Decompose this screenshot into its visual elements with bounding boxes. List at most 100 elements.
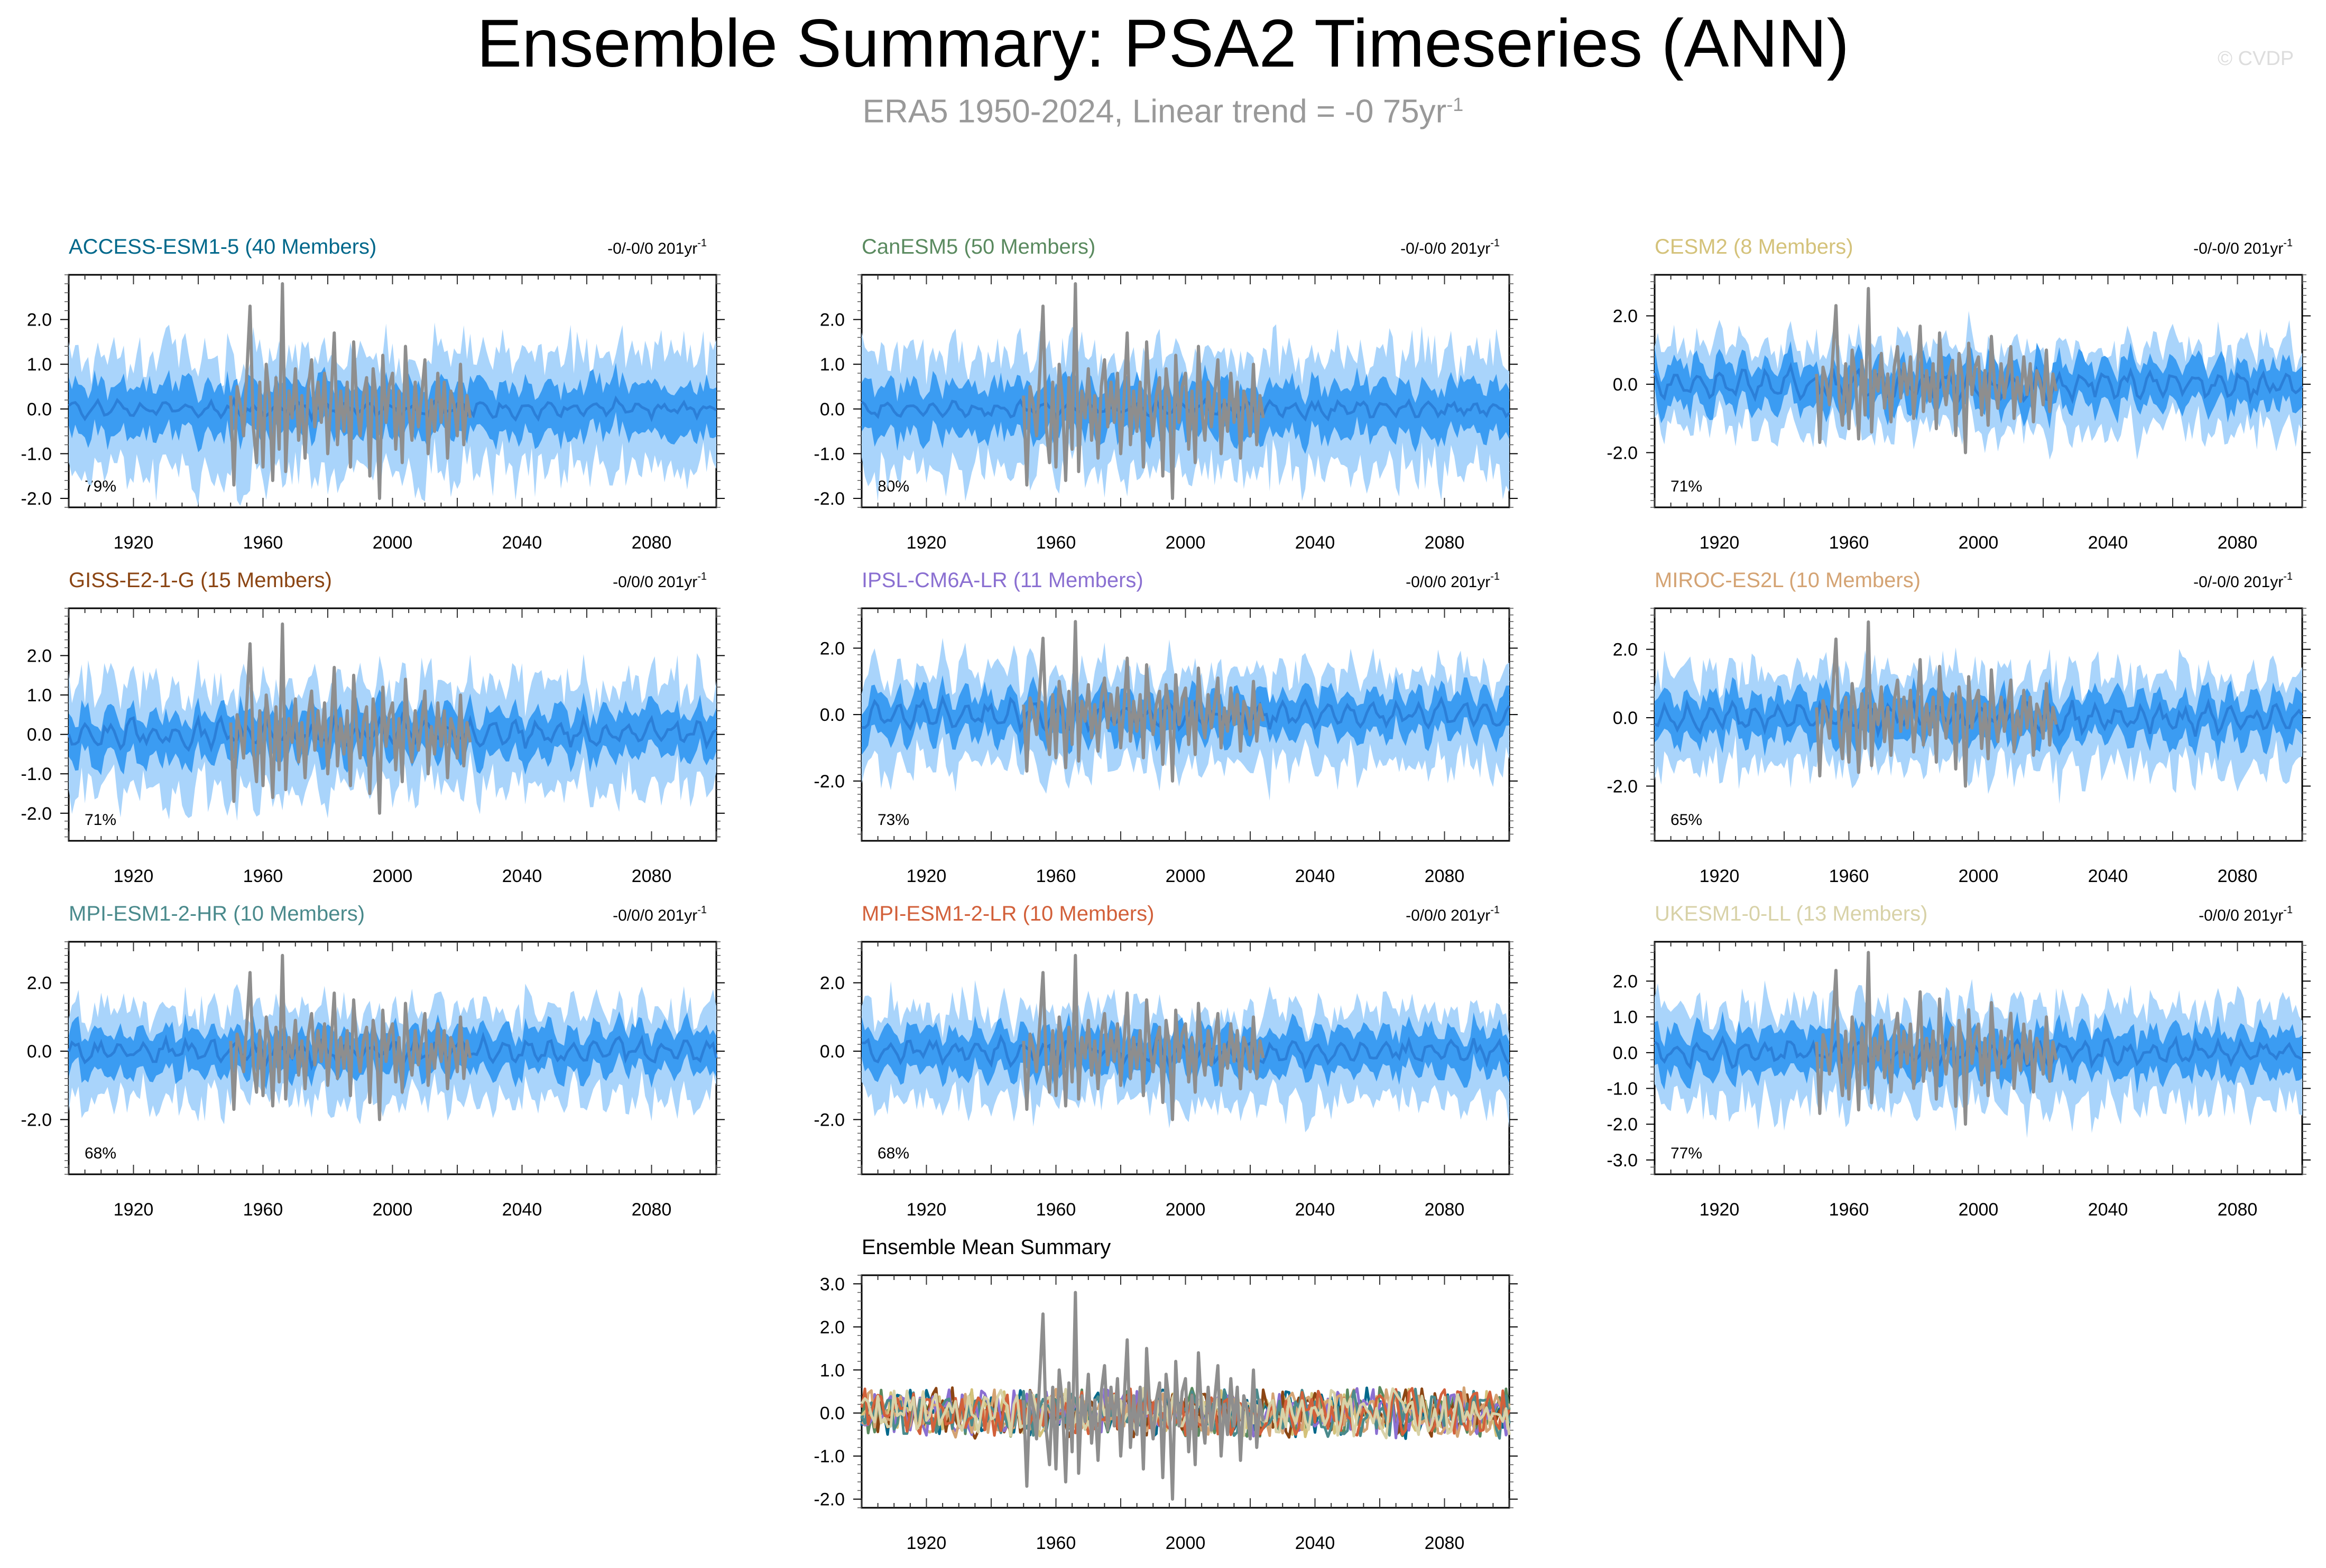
trend-text: -0/-0/0 201yr [2193, 240, 2283, 257]
trend-superscript: -1 [1490, 571, 1500, 582]
panel-title: MIROC-ES2L (10 Members) [1655, 569, 1921, 592]
x-tick-label: 2080 [2218, 1200, 2258, 1220]
y-tick-label: 0.0 [27, 400, 52, 420]
panel-canesm5: 1920 1960 2000 2040 2080 -2.0 -1.0 0.0 1.0 2.0 Can… [814, 235, 1518, 553]
y-tick-label: 1.0 [27, 685, 52, 706]
trend-label: -0/0/0 201yr-1 [613, 571, 707, 591]
y-tick-label: 2.0 [820, 638, 845, 658]
y-tick-label: 1.0 [820, 1360, 845, 1380]
x-tick-label: 2040 [2088, 866, 2128, 886]
x-tick-label: 2080 [2218, 866, 2258, 886]
trend-superscript: -1 [1490, 904, 1500, 916]
panel-access-esm1-5: 1920 1960 2000 2040 2080 -2.0 -1.0 0.0 1.0 2.0 ACC… [21, 235, 725, 553]
panel-cesm2: 1920 1960 2000 2040 2080 -2.0 0.0 2.0 CESM2 (8 M… [1607, 235, 2311, 553]
trend-label: -0/-0/0 201yr-1 [607, 237, 707, 257]
subtitle-superscript: -1 [1446, 94, 1464, 115]
trend-superscript: -1 [697, 904, 707, 916]
figure-title: Ensemble Summary: PSA2 Timeseries (ANN) [476, 6, 1850, 81]
y-tick-label: 0.0 [1613, 1043, 1638, 1063]
trend-superscript: -1 [2283, 237, 2293, 249]
x-tick-label: 2000 [1959, 533, 1999, 553]
panel-giss-e2-1-g: 1920 1960 2000 2040 2080 -2.0 -1.0 0.0 1.0 2.0 GIS… [21, 569, 725, 886]
y-tick-label: 3.0 [820, 1274, 845, 1294]
percent-label: 71% [1670, 478, 1702, 495]
trend-text: -0/-0/0 201yr [607, 240, 697, 257]
x-tick-label: 2000 [1166, 1200, 1206, 1220]
x-tick-label: 2000 [373, 533, 413, 553]
y-tick-label: -2.0 [1607, 443, 1638, 463]
percent-label: 80% [878, 478, 909, 495]
x-tick-label: 2080 [632, 866, 672, 886]
y-tick-label: 0.0 [1613, 708, 1638, 728]
era5-line [1022, 282, 1265, 500]
trend-text: -0/0/0 201yr [613, 573, 697, 591]
trend-superscript: -1 [697, 237, 707, 249]
x-tick-label: 1960 [243, 533, 283, 553]
x-tick-label: 2000 [373, 866, 413, 886]
trend-superscript: -1 [1490, 237, 1500, 249]
y-tick-label: -1.0 [21, 764, 52, 784]
era5-line [1815, 620, 2058, 788]
figure-subtitle: ERA5 1950-2024, Linear trend = -0 75yr-1 [0, 83, 2326, 133]
trend-superscript: -1 [2283, 904, 2293, 916]
x-tick-label: 1960 [243, 866, 283, 886]
x-tick-label: 1920 [1700, 533, 1740, 553]
trend-superscript: -1 [2283, 571, 2293, 582]
x-tick-label: 2000 [1959, 866, 1999, 886]
trend-superscript: -1 [697, 571, 707, 582]
x-tick-label: 2080 [1425, 1200, 1465, 1220]
x-tick-label: 1960 [1829, 866, 1869, 886]
y-tick-label: 2.0 [820, 1318, 845, 1338]
era5-line [229, 622, 472, 815]
era5-line [1022, 953, 1265, 1121]
y-tick-label: -2.0 [814, 1110, 845, 1130]
panel-title: ACCESS-ESM1-5 (40 Members) [69, 235, 376, 258]
x-tick-label: 2080 [632, 1200, 672, 1220]
trend-text: -0/0/0 201yr [2199, 907, 2283, 924]
x-tick-label: 1960 [1829, 1200, 1869, 1220]
ensemble-mean-line [1653, 361, 2303, 405]
x-tick-label: 1960 [1036, 1200, 1076, 1220]
trend-label: -0/0/0 201yr-1 [613, 904, 707, 924]
y-tick-label: 0.0 [820, 705, 845, 725]
panel-title: CanESM5 (50 Members) [862, 235, 1095, 258]
x-tick-label: 1920 [114, 1200, 154, 1220]
x-tick-label: 2040 [2088, 533, 2128, 553]
era5-line [229, 282, 472, 500]
x-tick-label: 2040 [502, 1200, 542, 1220]
trend-text: -0/-0/0 201yr [1400, 240, 1490, 257]
x-tick-label: 2040 [1295, 1200, 1335, 1220]
panel-ipsl-cm6a-lr: 1920 1960 2000 2040 2080 -2.0 0.0 2.0 IPSL-CM6A-… [814, 569, 1518, 886]
x-tick-label: 2080 [1425, 533, 1465, 553]
x-tick-label: 2040 [2088, 1200, 2128, 1220]
panel-ukesm1-0-ll: 1920 1960 2000 2040 2080 -3.0 -2.0 -1.0 0.0 1.0 2.… [1607, 902, 2311, 1220]
y-tick-label: -1.0 [814, 1446, 845, 1467]
mean-line-ukesm1-0-ll [860, 1387, 1511, 1440]
era5-line [1022, 620, 1265, 783]
trend-text: -0/0/0 201yr [1406, 573, 1490, 591]
y-tick-label: 2.0 [1613, 307, 1638, 327]
x-tick-label: 2000 [1166, 1533, 1206, 1553]
y-tick-label: 2.0 [27, 310, 52, 330]
y-tick-label: 2.0 [1613, 971, 1638, 991]
x-tick-label: 2000 [1959, 1200, 1999, 1220]
y-tick-label: 1.0 [27, 355, 52, 375]
y-tick-label: -1.0 [1607, 1079, 1638, 1099]
y-tick-label: 2.0 [1613, 640, 1638, 660]
x-tick-label: 2080 [1425, 866, 1465, 886]
x-tick-label: 2040 [1295, 866, 1335, 886]
x-tick-label: 1920 [907, 533, 947, 553]
y-tick-label: 0.0 [27, 725, 52, 745]
y-tick-label: -2.0 [814, 1490, 845, 1510]
y-tick-label: 2.0 [27, 973, 52, 994]
mean-line-mpi-esm1-2-lr [860, 1387, 1511, 1437]
x-tick-label: 1960 [1036, 1533, 1076, 1553]
panel-title: UKESM1-0-LL (13 Members) [1655, 902, 1927, 925]
era5-line [229, 953, 472, 1121]
y-tick-label: 0.0 [820, 1042, 845, 1062]
percent-label: 68% [878, 1145, 909, 1162]
panel-title: Ensemble Mean Summary [862, 1236, 1111, 1259]
y-tick-label: 0.0 [820, 1404, 845, 1424]
y-tick-label: 2.0 [27, 646, 52, 666]
